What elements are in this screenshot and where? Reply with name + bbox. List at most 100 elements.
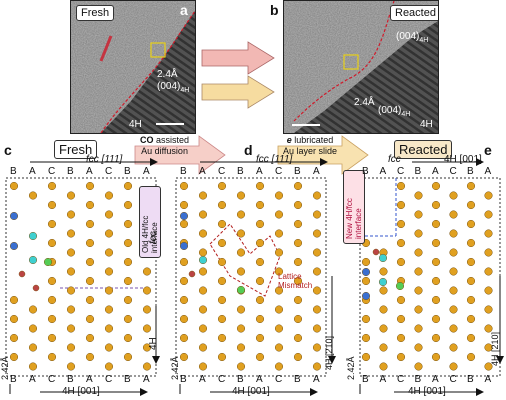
blue-atom: [179, 241, 189, 251]
gold-atom: [449, 286, 458, 295]
gold-atom: [123, 181, 133, 191]
stacking-letter: B: [180, 374, 187, 385]
gold-atom: [66, 343, 76, 352]
gold-atom: [179, 352, 189, 362]
gold-atom: [66, 305, 76, 314]
gold-atom: [217, 238, 227, 248]
red-oxygen-atom: [32, 284, 40, 292]
panel-c-side-4h: 4H: [148, 337, 159, 350]
tem-image-fresh: Fresh 2.4Å (004)4H 4H: [70, 0, 196, 134]
stacking-letter: B: [237, 166, 244, 177]
gold-atom: [104, 248, 114, 257]
stacking-letter: C: [449, 374, 457, 385]
gold-atom: [414, 286, 423, 295]
panel-letter-d: d: [244, 142, 253, 158]
gold-atom: [466, 181, 476, 191]
panel-c-side-fcc: fcc: [148, 231, 159, 244]
cyan-atom: [28, 231, 38, 241]
gold-atom: [198, 210, 208, 219]
gold-atom: [236, 191, 246, 200]
blue-atom: [9, 211, 19, 221]
gold-atom: [217, 333, 227, 343]
gold-atom: [47, 333, 57, 343]
gold-atom: [47, 276, 57, 286]
gold-atom: [198, 286, 208, 295]
gold-atom: [431, 333, 441, 343]
gold-atom: [293, 352, 303, 362]
stacking-letter: C: [449, 166, 457, 177]
gold-atom: [312, 191, 322, 200]
gold-atom: [414, 191, 423, 200]
gold-atom: [85, 257, 95, 267]
gold-atom: [255, 219, 265, 229]
gold-atom: [274, 267, 284, 276]
gold-atom: [142, 362, 152, 371]
tem-b-spacing: 2.4Å: [354, 97, 375, 108]
stacking-letter: C: [48, 374, 56, 385]
panel-c-lattice: [5, 158, 160, 396]
green-atom: [236, 285, 246, 295]
gold-atom: [466, 219, 476, 229]
gold-atom: [255, 352, 265, 362]
gold-atom: [104, 324, 114, 333]
gold-atom: [28, 324, 38, 333]
gold-atom: [396, 238, 406, 248]
gold-atom: [379, 286, 388, 295]
gold-atom: [66, 267, 76, 276]
gold-atom: [379, 362, 388, 371]
gold-atom: [9, 314, 19, 324]
gold-atom: [431, 276, 441, 286]
gold-atom: [142, 343, 152, 352]
gold-atom: [396, 257, 406, 267]
gold-atom: [255, 295, 265, 305]
gold-atom: [466, 276, 476, 286]
gold-atom: [198, 191, 208, 200]
tem-image-reacted: Reacted (004)4H 2.4Å (004)4H 4H: [283, 0, 439, 134]
panel-d-frame: [175, 177, 327, 377]
gold-atom: [85, 181, 95, 191]
gold-atom: [414, 362, 423, 371]
gold-atom: [274, 229, 284, 238]
gold-atom: [449, 305, 458, 314]
panel-e-spacing: 2.42Å: [346, 356, 356, 380]
cyan-atom: [378, 253, 388, 263]
gold-atom: [104, 267, 114, 276]
red-oxygen-atom: [188, 270, 196, 278]
gold-atom: [179, 200, 189, 210]
gold-atom: [396, 333, 406, 343]
stacking-letter: A: [86, 374, 93, 385]
gold-atom: [66, 248, 76, 257]
gold-atom: [312, 248, 322, 257]
tem-b-phase: 4H: [420, 119, 433, 130]
gold-atom: [466, 352, 476, 362]
panel-e-title: Reacted: [394, 140, 453, 159]
stacking-letter: A: [143, 374, 150, 385]
gold-atom: [66, 229, 76, 238]
gold-atom: [396, 314, 406, 324]
panel-letter-e: e: [484, 142, 492, 158]
gold-atom: [123, 219, 133, 229]
gold-atom: [293, 181, 303, 191]
stacking-letter: A: [256, 374, 263, 385]
gold-atom: [28, 305, 38, 314]
gold-atom: [293, 219, 303, 229]
gold-atom: [142, 324, 152, 333]
gold-atom: [484, 229, 493, 238]
cyan-atom: [198, 255, 208, 265]
gold-atom: [293, 333, 303, 343]
stacking-letter: A: [199, 374, 206, 385]
gold-atom: [123, 295, 133, 305]
gold-atom: [431, 257, 441, 267]
gold-atom: [431, 181, 441, 191]
stacking-letter: B: [67, 166, 74, 177]
stacking-letter: B: [67, 374, 74, 385]
gold-atom: [255, 333, 265, 343]
tem-image-reacted-texture: [284, 1, 438, 133]
gold-atom: [431, 295, 441, 305]
gold-atom: [236, 343, 246, 352]
gold-atom: [217, 257, 227, 267]
gold-atom: [198, 324, 208, 333]
gold-atom: [9, 352, 19, 362]
gold-atom: [255, 257, 265, 267]
stacking-letter: B: [467, 166, 474, 177]
